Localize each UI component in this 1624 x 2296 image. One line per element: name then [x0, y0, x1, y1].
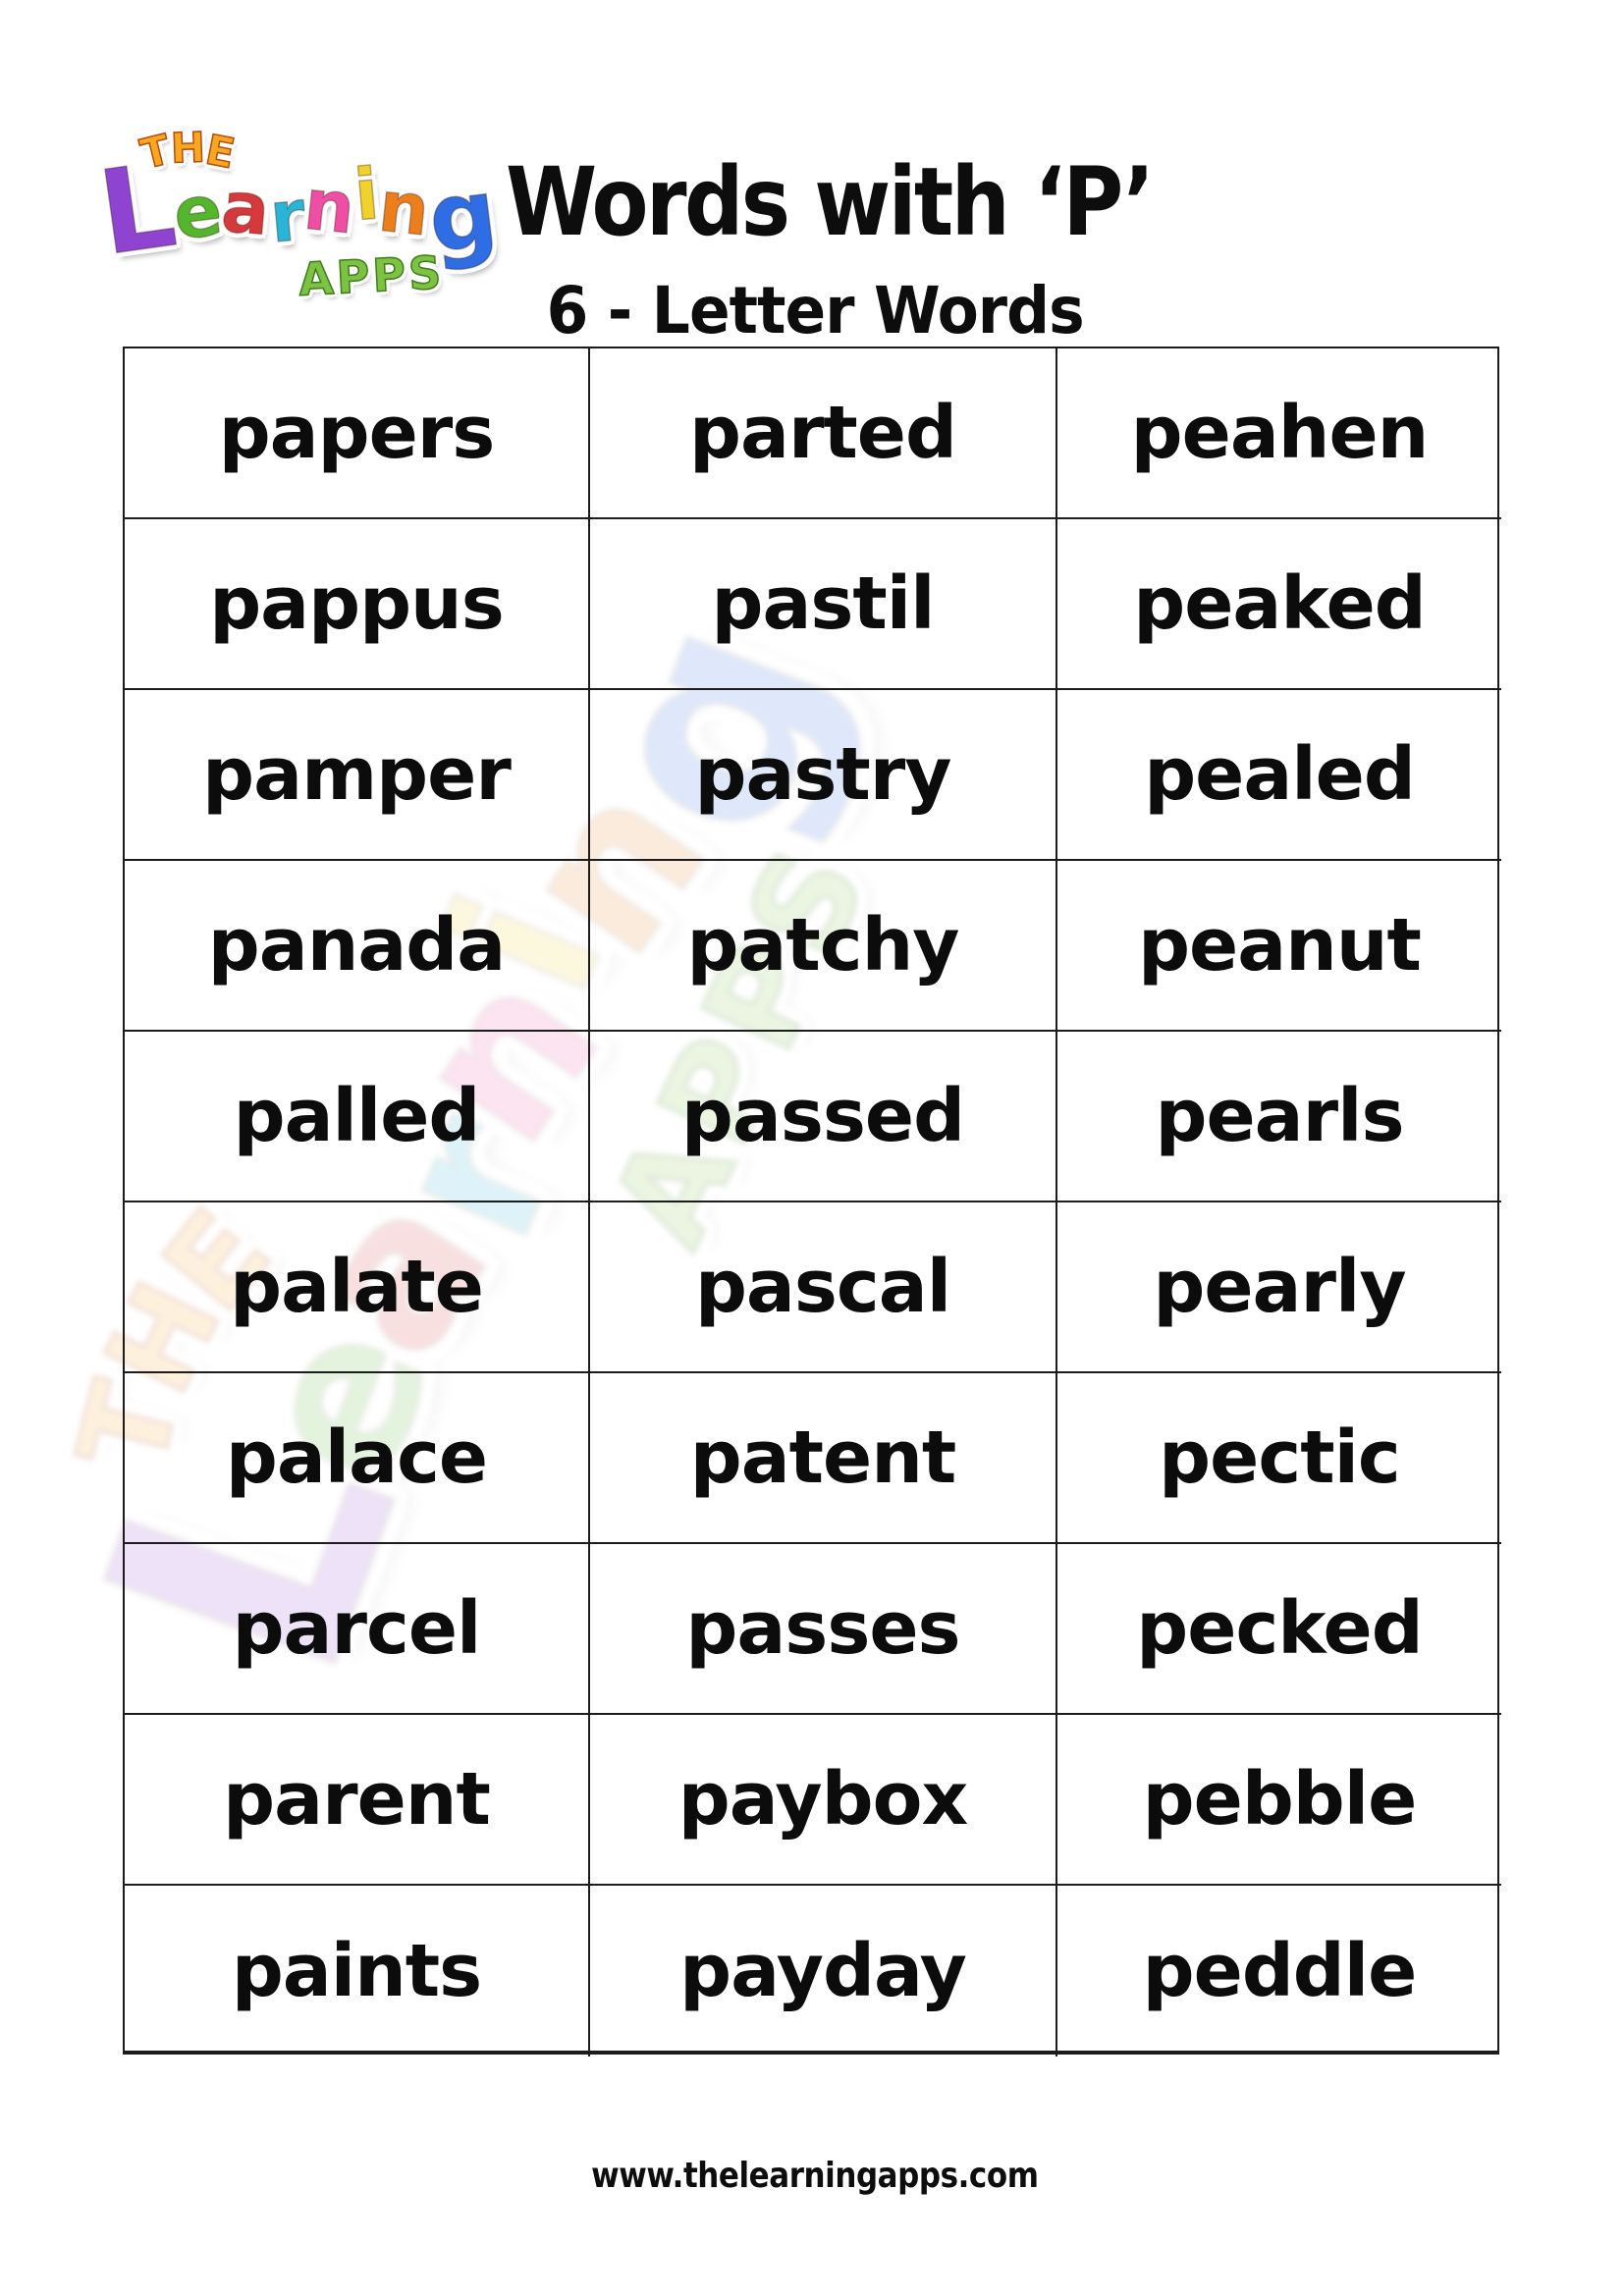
logo-letter: n — [299, 162, 359, 250]
word-cell: pearly — [1057, 1202, 1501, 1373]
logo-letter: a — [218, 164, 274, 251]
word-cell: pebble — [1057, 1715, 1501, 1886]
word-cell: peanut — [1057, 861, 1501, 1032]
word-cell: pectic — [1057, 1373, 1501, 1544]
word-cell: papers — [125, 348, 590, 519]
word-cell: panada — [125, 861, 590, 1032]
word-cell: parcel — [125, 1544, 590, 1715]
logo-letter: L — [90, 136, 184, 283]
word-cell: pecked — [1057, 1544, 1501, 1715]
word-cell: pappus — [125, 519, 590, 690]
word-cell: palate — [125, 1202, 590, 1373]
page-subtitle: 6 - Letter Words — [0, 273, 1624, 348]
word-cell: payday — [590, 1886, 1057, 2056]
word-cell: passes — [590, 1544, 1057, 1715]
footer-url-text: www.thelearningapps.com — [591, 2156, 1039, 2196]
word-cell: peahen — [1057, 348, 1501, 519]
logo-letter: e — [169, 168, 228, 257]
word-cell: passed — [590, 1032, 1057, 1202]
word-cell: parent — [125, 1715, 590, 1886]
word-cell: pamper — [125, 690, 590, 861]
words-table: papers parted peahen pappus pastil peake… — [123, 347, 1501, 2056]
word-cell: paybox — [590, 1715, 1057, 1886]
word-cell: peaked — [1057, 519, 1501, 690]
word-cell: pealed — [1057, 690, 1501, 861]
word-cell: pastry — [590, 690, 1057, 861]
page-title: Words with ‘P’ — [506, 147, 1155, 257]
word-cell: pascal — [590, 1202, 1057, 1373]
word-cell: patent — [590, 1373, 1057, 1544]
word-cell: parted — [590, 348, 1057, 519]
word-cell: peddle — [1142, 1929, 1418, 2013]
page-subtitle-text: 6 - Letter Words — [546, 273, 1084, 348]
word-cell: pastil — [590, 519, 1057, 690]
word-cell: paints — [125, 1886, 590, 2056]
word-cell: palled — [125, 1032, 590, 1202]
word-cell: pearls — [1057, 1032, 1501, 1202]
footer-url: www.thelearningapps.com — [0, 2156, 1624, 2196]
word-cell: palace — [125, 1373, 590, 1544]
word-cell: patchy — [590, 861, 1057, 1032]
